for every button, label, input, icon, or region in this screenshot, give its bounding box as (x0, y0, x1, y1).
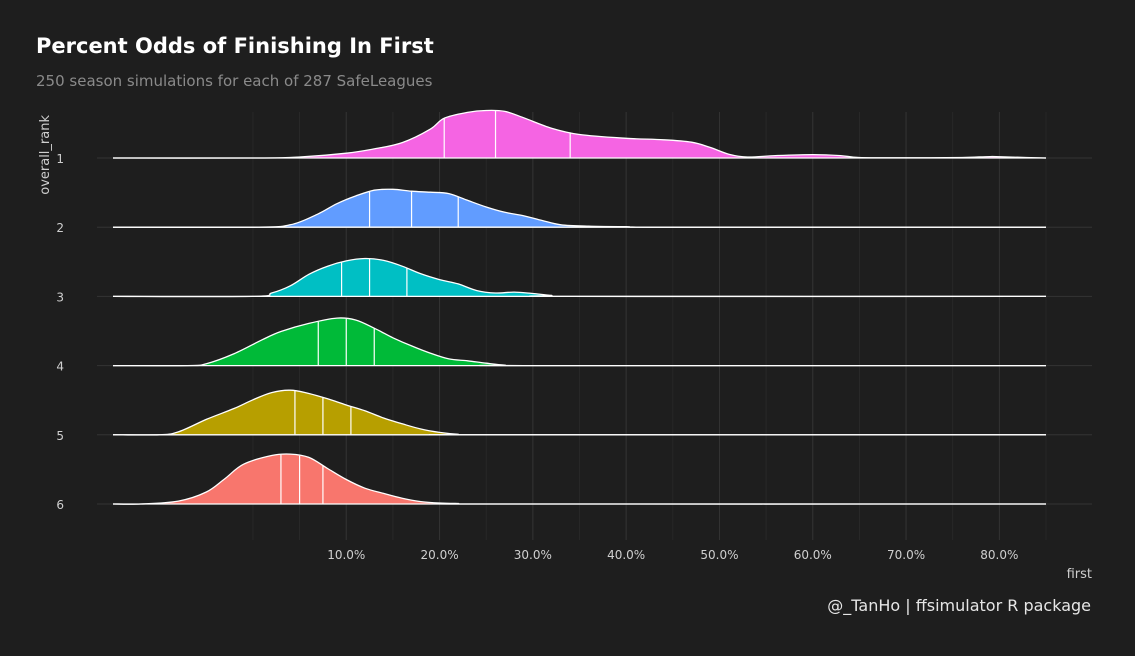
density-area (113, 110, 1046, 159)
density-area (113, 189, 1046, 228)
chart-title: Percent Odds of Finishing In First (36, 34, 434, 58)
y-tick-label: 5 (56, 429, 64, 443)
chart-subtitle: 250 season simulations for each of 287 S… (36, 72, 433, 90)
x-axis-ticks: 10.0% 20.0% 30.0% 40.0% 50.0% 60.0% 70.0% 80.0% (327, 548, 1018, 562)
density-outline (112, 257, 1047, 298)
y-tick-label: 4 (56, 360, 64, 374)
ridge-rank-1 (112, 109, 1047, 159)
y-axis-title: overall_rank (38, 115, 53, 195)
ridge-rank-6 (112, 453, 1047, 505)
x-tick-label: 80.0% (980, 548, 1018, 562)
x-tick-label: 20.0% (420, 548, 458, 562)
ridge-rank-4 (112, 317, 1047, 367)
x-tick-label: 60.0% (794, 548, 832, 562)
y-tick-label: 6 (56, 498, 64, 512)
x-tick-label: 10.0% (327, 548, 365, 562)
chart-caption: @_TanHo | ffsimulator R package (827, 596, 1091, 615)
y-axis-ticks: 1 2 3 4 5 6 (56, 152, 64, 512)
y-tick-label: 1 (56, 152, 64, 166)
x-tick-label: 30.0% (514, 548, 552, 562)
y-tick-label: 3 (56, 290, 64, 304)
y-tick-label: 2 (56, 221, 64, 235)
density-area (113, 258, 1046, 297)
ridge-rank-2 (112, 188, 1047, 229)
density-area (113, 453, 1046, 505)
x-tick-label: 40.0% (607, 548, 645, 562)
density-area (113, 390, 1046, 436)
ridge-rank-3 (112, 257, 1047, 298)
x-tick-label: 70.0% (887, 548, 925, 562)
x-tick-label: 50.0% (700, 548, 738, 562)
x-axis-title: first (1067, 567, 1092, 582)
ridge-rank-5 (112, 389, 1047, 436)
ridge-layers (112, 109, 1047, 505)
